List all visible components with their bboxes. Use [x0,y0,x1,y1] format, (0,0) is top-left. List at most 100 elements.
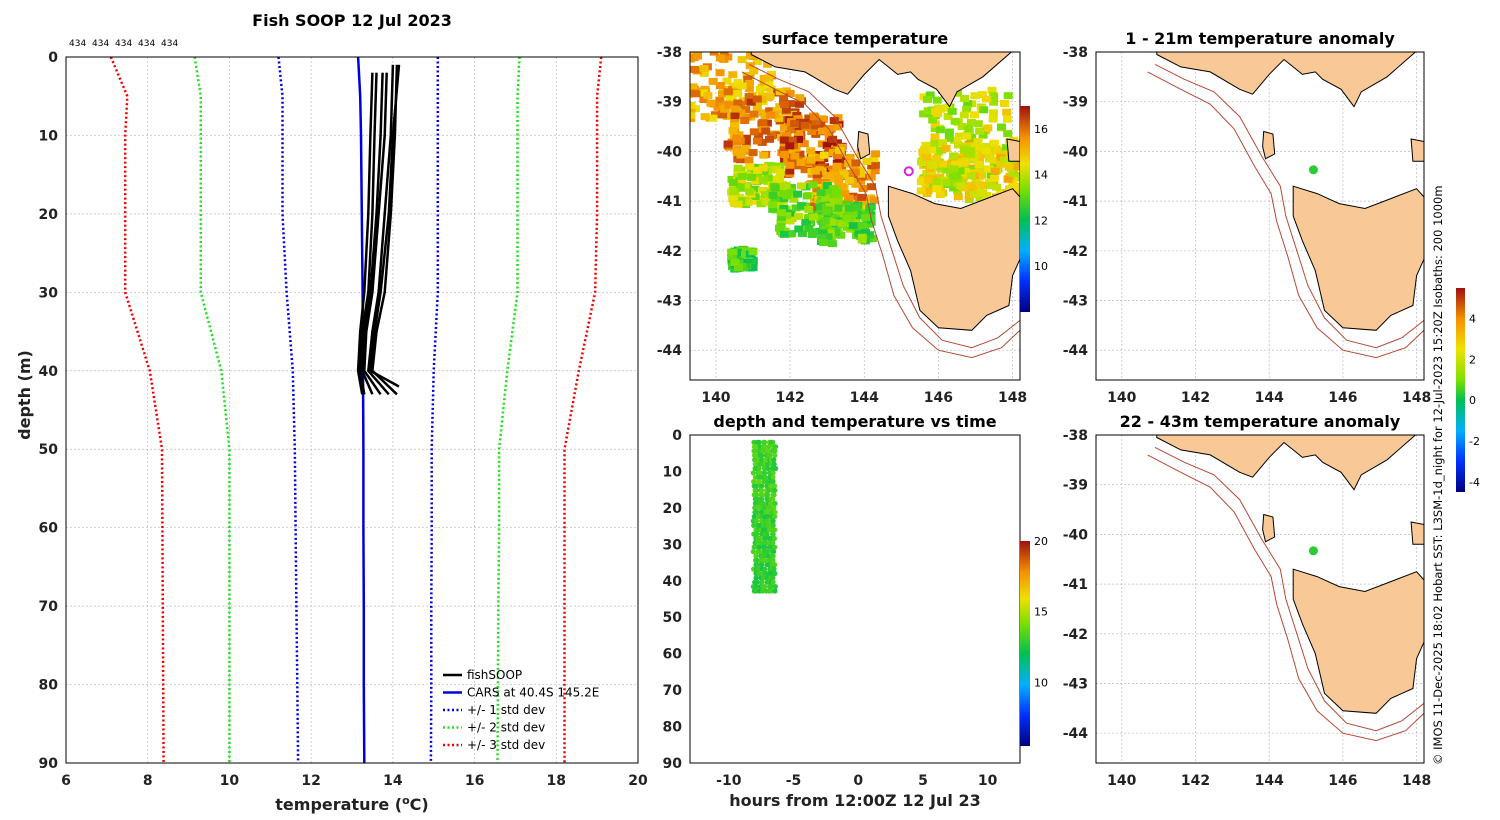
sst-pixel [930,133,940,141]
x-tick-label: 6 [61,773,71,789]
depth-time-chart: depth and temperature vs time -10 -5 0 5 10 0… [663,412,1048,810]
depth-time-point [772,562,778,568]
sst-pixel [746,98,756,106]
colorbar-tick-label: 0 [1469,394,1476,407]
sst-pixel [690,65,700,73]
y-tick-label: 70 [663,683,683,699]
latitude-tick-label: -39 [1063,478,1088,494]
surface-temperature-map: surface temperature 140 142 144 146 148 -38 -3… [657,29,1048,406]
fishsoop-profile-line [360,72,384,395]
sst-pixel [858,198,868,206]
sst-pixel [767,162,777,170]
depth-time-point [765,553,771,559]
sst-pixel [966,150,976,158]
sst-pixel [952,137,962,144]
victoria-coast [750,52,1013,108]
sst-pixel [919,147,929,155]
king-island [1262,130,1276,160]
sst-pixel [829,117,839,125]
sst-pixel [949,152,959,160]
sst-pixel [779,205,789,212]
sst-pixel [693,52,703,60]
depth-time-point [770,579,776,585]
isobath-1000m [1147,454,1424,742]
sst-pixel [832,162,842,170]
sst-pixel [825,222,835,230]
sst-pixel [698,89,708,97]
sst-pixel [962,169,972,177]
sst-pixel [823,165,833,173]
sst-pixel [1009,159,1019,167]
depth-time-point [754,509,760,515]
anomaly-deep-axes [1095,434,1425,764]
depth-time-point [759,452,765,458]
sst-pixel [715,82,725,89]
sst-pixel [983,124,993,132]
sst-pixel [775,168,785,176]
sst-pixel [736,109,746,117]
depth-time-point [755,457,761,463]
latitude-tick-label: -38 [657,45,682,61]
tasmania [887,185,1020,331]
depth-time-point [753,483,759,489]
latitude-tick-label: -42 [1063,244,1088,260]
depth-time-point [759,496,765,502]
std-dev-lower-line [193,56,231,763]
sst-pixel [787,110,797,118]
sst-pixel [763,193,773,201]
sst-pixel [837,182,847,190]
king-island [1262,513,1276,543]
sst-pixel [861,228,871,236]
depth-time-point [753,553,759,559]
depth-time-point [760,500,766,507]
sst-pixel [715,69,725,77]
depth-time-point [772,500,778,507]
sst-pixel [978,189,987,197]
longitude-tick-label: 144 [850,390,879,406]
sst-pixel [981,165,991,173]
depth-time-point [768,588,774,594]
sst-pixel [935,126,945,134]
sst-pixel [870,167,880,175]
depth-time-point [753,562,759,568]
sst-pixel [775,224,784,232]
depth-time-point [772,570,778,577]
sst-pixel [699,69,709,77]
std-dev-upper-line [429,57,440,764]
sample-count-label: 434 [138,39,155,49]
sst-pixel [823,233,833,241]
sst-pixel [777,209,786,217]
depth-time-point [762,566,768,572]
sst-pixel [730,112,740,120]
colorbar-tick-label: 10 [1034,260,1048,273]
sst-pixel [845,154,855,161]
sst-pixel [779,230,789,238]
sst-pixel [723,140,733,148]
sst-pixel [960,145,970,153]
sst-pixel [780,101,789,108]
sst-pixel [822,141,832,149]
depth-time-point [764,518,770,524]
depth-time-point [770,575,776,581]
depth-time-point [763,535,769,542]
fishsoop-profile-line [369,64,401,388]
sst-pixel [974,160,984,168]
sst-pixel [857,233,867,241]
sst-pixel [871,150,881,158]
sst-pixel [970,111,980,119]
latitude-tick-label: -39 [657,95,682,111]
sst-pixel [938,160,948,168]
sst-pixel [758,176,768,184]
sst-pixel [785,142,795,150]
depth-time-point [771,505,777,511]
sst-pixel [764,80,774,88]
colorbar-tick-label: 20 [1034,535,1048,548]
sst-pixel [786,100,795,108]
sst-pixel [681,94,690,101]
sst-pixel [856,170,866,178]
depth-time-point [765,514,771,520]
tasmania [1292,568,1424,714]
sst-pixel [826,198,836,206]
sst-pixel [728,71,738,79]
sst-pixel [741,134,751,142]
